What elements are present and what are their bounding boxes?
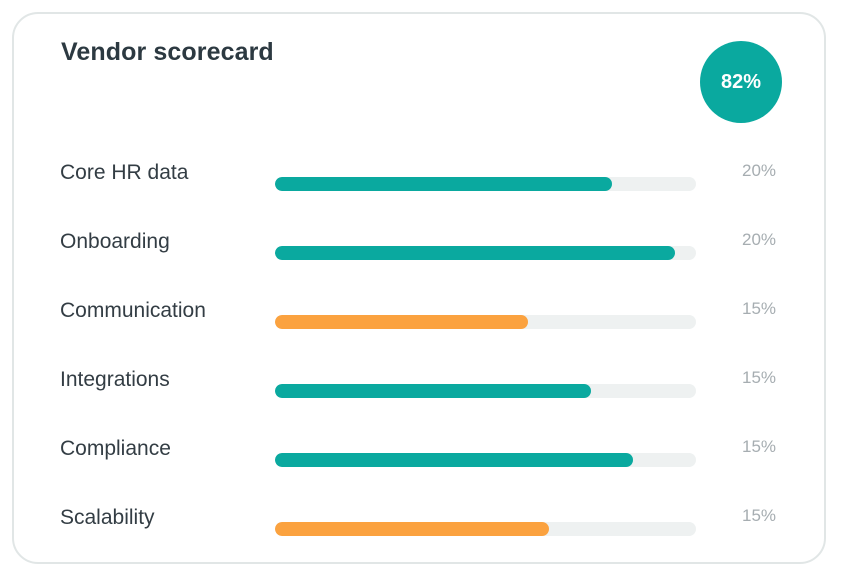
criterion-progress-fill bbox=[275, 246, 675, 260]
criterion-row: Onboarding 20% bbox=[14, 230, 824, 280]
criterion-progress-fill bbox=[275, 384, 591, 398]
criterion-label: Scalability bbox=[60, 506, 155, 529]
vendor-scorecard-card: Vendor scorecard 82% Core HR data 20% Onbo… bbox=[12, 12, 826, 564]
criterion-row: Communication 15% bbox=[14, 299, 824, 349]
overall-score-value: 82% bbox=[720, 70, 762, 93]
criterion-weight: 20% bbox=[742, 161, 777, 180]
criterion-progress-bar bbox=[275, 177, 696, 191]
criterion-weight: 15% bbox=[742, 506, 777, 525]
criteria-list: Core HR data 20% Onboarding 20% Communicatio… bbox=[14, 14, 824, 562]
criterion-weight: 15% bbox=[742, 437, 777, 456]
criterion-weight: 15% bbox=[742, 368, 777, 387]
criterion-progress-fill bbox=[275, 522, 549, 536]
card-title: Vendor scorecard bbox=[61, 38, 274, 66]
criterion-progress-bar bbox=[275, 522, 696, 536]
criterion-row: Scalability 15% bbox=[14, 506, 824, 556]
criterion-label: Core HR data bbox=[60, 161, 189, 184]
criterion-row: Compliance 15% bbox=[14, 437, 824, 487]
criterion-label: Communication bbox=[60, 299, 206, 322]
criterion-progress-fill bbox=[275, 453, 633, 467]
criterion-label: Compliance bbox=[60, 437, 171, 460]
criterion-progress-fill bbox=[275, 177, 612, 191]
overall-score-badge: 82% bbox=[700, 41, 782, 123]
criterion-progress-bar bbox=[275, 246, 696, 260]
criterion-label: Integrations bbox=[60, 368, 170, 391]
criterion-progress-bar bbox=[275, 384, 696, 398]
criterion-label: Onboarding bbox=[60, 230, 170, 253]
criterion-row: Integrations 15% bbox=[14, 368, 824, 418]
criterion-weight: 15% bbox=[742, 299, 777, 318]
criterion-progress-bar bbox=[275, 453, 696, 467]
criterion-row: Core HR data 20% bbox=[14, 161, 824, 211]
criterion-weight: 20% bbox=[742, 230, 777, 249]
criterion-progress-fill bbox=[275, 315, 528, 329]
criterion-progress-bar bbox=[275, 315, 696, 329]
